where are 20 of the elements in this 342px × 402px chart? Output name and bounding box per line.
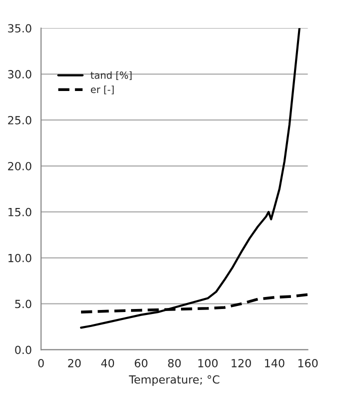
y-tick-label: 30.0 [8,70,32,78]
x-tick-label: 20 [68,358,81,368]
x-tick-label: 40 [101,358,114,368]
x-tick-label: 100 [198,358,218,368]
y-tick-label: 10.0 [8,254,32,262]
x-tick-label: 120 [232,358,251,368]
x-tick-label: 0 [38,358,44,368]
y-tick-label: 35.0 [8,24,32,33]
y-tick-label: 15.0 [8,208,32,216]
x-tick-label: 140 [265,358,284,368]
x-tick-label: 160 [298,358,318,368]
legend-label: tand [%] [90,71,132,80]
y-tick-label: 25.0 [8,116,32,124]
x-tick-label: 80 [168,358,181,368]
y-tick-label: 0.0 [15,346,32,354]
x-tick-label: 60 [134,358,148,368]
y-tick-label: 20.0 [8,162,32,170]
x-axis-title: Temperature; °C [128,375,220,386]
legend-label: er [-] [90,86,114,94]
y-tick-label: 5.0 [15,300,32,308]
